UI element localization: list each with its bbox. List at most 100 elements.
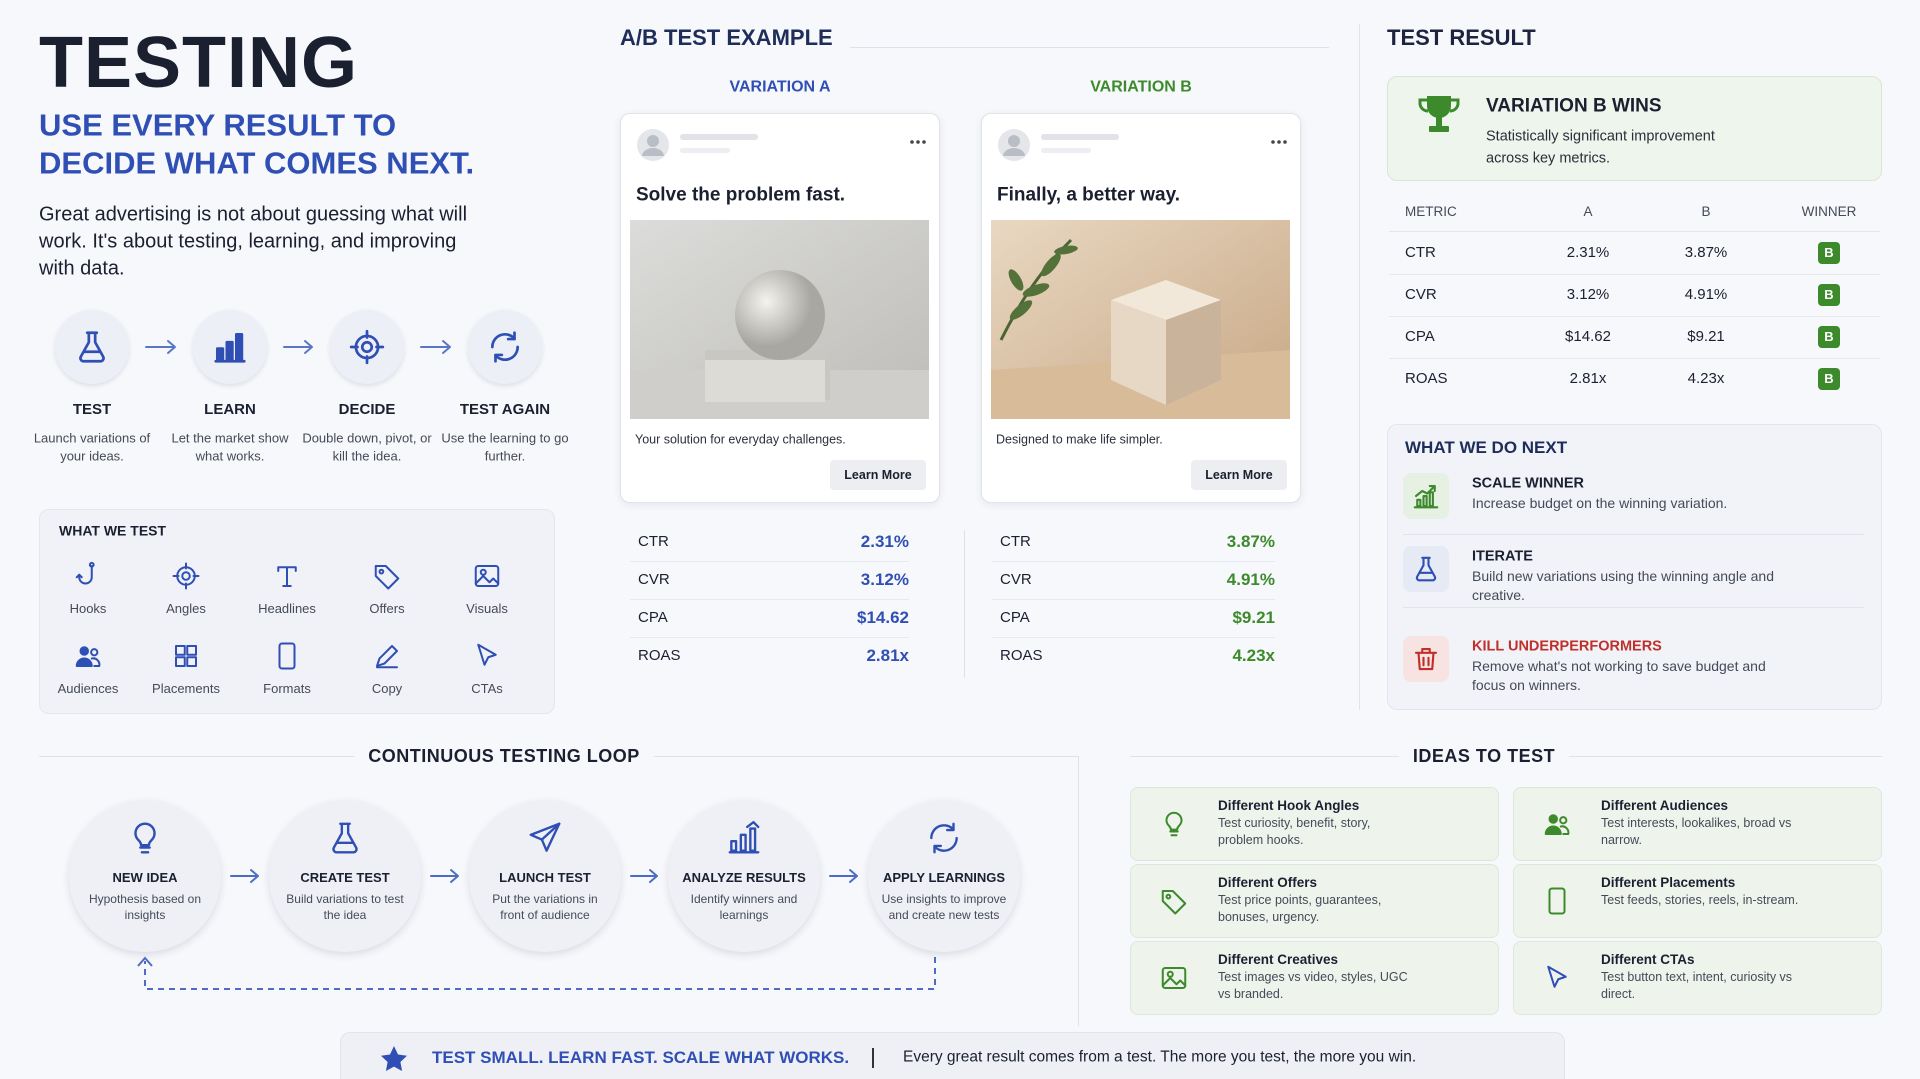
idea-title: Different Offers [1218, 874, 1318, 890]
metric-label: CTR [1000, 533, 1031, 550]
idea-card [1130, 941, 1499, 1015]
arrow [145, 340, 176, 354]
arrow [430, 869, 459, 883]
learn-more-button[interactable]: Learn More [830, 460, 926, 490]
winner-panel [1387, 76, 1882, 181]
star-icon [381, 1046, 407, 1071]
page-title: TESTING [39, 22, 359, 103]
icon [278, 642, 296, 670]
icon [474, 565, 500, 587]
table-header: METRIC [1405, 203, 1457, 219]
divider [1078, 756, 1079, 1026]
metric-value: 4.23x [1232, 645, 1275, 665]
table-cell: 3.12% [1566, 286, 1610, 303]
divider [850, 47, 1329, 48]
ad-headline: Solve the problem fast. [636, 184, 846, 206]
metric-value: 2.31% [860, 531, 909, 551]
section-title: TEST RESULT [1387, 24, 1536, 50]
metric-label: CPA [1000, 609, 1030, 626]
step-label: TEST AGAIN [459, 401, 551, 418]
ad-headline: Finally, a better way. [997, 184, 1181, 206]
table-cell: 4.91% [1684, 286, 1728, 303]
table-cell: 4.23x [1687, 370, 1725, 387]
row-divider [1403, 534, 1864, 535]
ad-caption: Your solution for everyday challenges. [635, 432, 846, 447]
table-header: B [1701, 203, 1711, 219]
loop-circle [469, 800, 621, 952]
idea-desc: Test price points, guarantees, bonuses, … [1218, 893, 1382, 924]
icon [172, 562, 200, 590]
arrow [283, 340, 313, 354]
learn-more-button[interactable]: Learn More [1191, 460, 1287, 490]
winner-desc: Statistically significant improvement [1486, 128, 1715, 145]
metric-label: ROAS [638, 647, 681, 664]
next-icon-bg [1403, 546, 1449, 592]
variation-name: VARIATION A [729, 78, 831, 96]
icon [1413, 484, 1439, 509]
step-circle [330, 310, 404, 384]
trophy-icon [1418, 96, 1460, 132]
metric-value: $9.21 [1232, 607, 1275, 627]
table-cell: CVR [1405, 286, 1437, 303]
row-divider [630, 637, 909, 638]
next-panel [1387, 424, 1882, 710]
icon [1548, 887, 1566, 915]
icon [277, 566, 297, 587]
row-divider [992, 561, 1275, 562]
row-divider [630, 599, 909, 600]
loop-desc: Build variations to test the idea [286, 891, 404, 922]
idea-title: Different Placements [1601, 874, 1736, 890]
table-cell: $14.62 [1565, 328, 1611, 345]
loop-title: NEW IDEA [112, 870, 178, 886]
icon [1415, 556, 1437, 582]
idea-desc: Test images vs video, styles, UGC vs bra… [1218, 970, 1408, 1001]
footer-bar [340, 1032, 1565, 1079]
winner-badge [1818, 368, 1840, 390]
row-divider [992, 637, 1275, 638]
idea-desc: Test feeds, stories, reels, in-stream. [1601, 893, 1799, 907]
step-circle [55, 310, 129, 384]
winner-desc: across key metrics. [1486, 150, 1611, 167]
idea-desc: Test button text, intent, curiosity vs d… [1601, 970, 1793, 1001]
icon [75, 646, 101, 667]
icon [930, 822, 958, 854]
loop-return [137, 956, 936, 990]
icon [477, 643, 497, 666]
metric-value: $14.62 [857, 607, 909, 627]
icon [79, 331, 105, 363]
loop-circle [668, 800, 820, 952]
icon [1161, 967, 1187, 989]
footer-separator [872, 1048, 874, 1068]
test-item: Audiences [57, 681, 119, 697]
subtitle: USE EVERY RESULT TO [39, 107, 397, 143]
icon [1165, 811, 1183, 837]
winner-badge-text: B [1824, 287, 1834, 303]
table-cell: 2.81x [1569, 370, 1607, 387]
row-divider [992, 599, 1275, 600]
icon [529, 822, 561, 852]
table-cell: $9.21 [1687, 328, 1725, 345]
step-desc: Use the learning to go further. [441, 430, 569, 463]
icon [1547, 965, 1567, 988]
test-item: Formats [263, 681, 311, 697]
row-divider [1389, 274, 1880, 275]
icon [1544, 814, 1570, 835]
row-divider [630, 561, 909, 562]
loop-circle [269, 800, 421, 952]
next-desc: Build new variations using the winning a… [1472, 568, 1774, 603]
test-item: Offers [369, 601, 405, 617]
metric-label: CVR [638, 571, 670, 588]
icon [728, 820, 760, 854]
next-title: ITERATE [1472, 548, 1533, 565]
icon [374, 565, 400, 590]
loop-title: APPLY LEARNINGS [882, 870, 1006, 886]
winner-title: VARIATION B WINS [1486, 95, 1662, 117]
ad-caption: Designed to make life simpler. [996, 432, 1163, 447]
step-label: TEST [72, 401, 112, 418]
row-divider [1389, 316, 1880, 317]
step-label: DECIDE [338, 401, 396, 418]
loop-desc: Hypothesis based on insights [88, 891, 202, 922]
table-cell: ROAS [1405, 370, 1448, 387]
metric-label: CPA [638, 609, 668, 626]
